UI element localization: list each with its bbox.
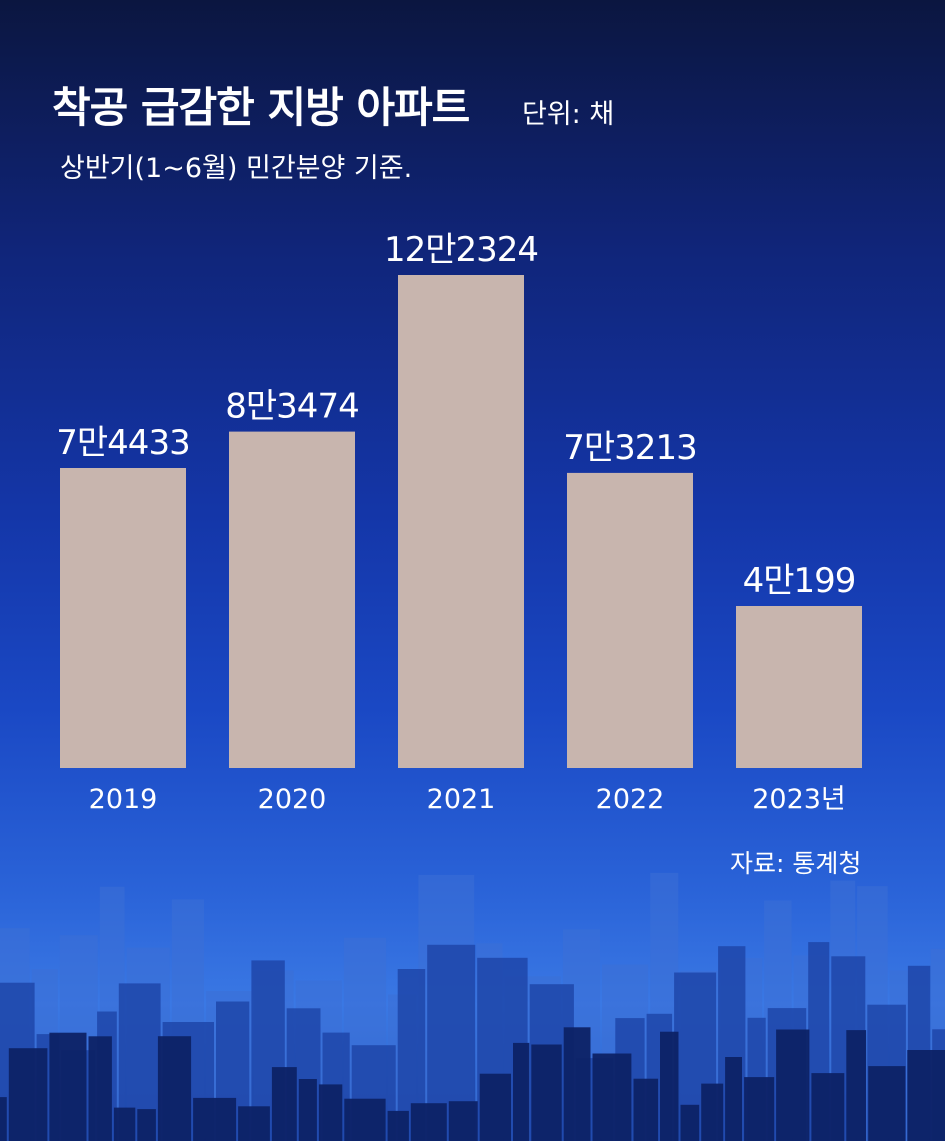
bar-2021 <box>398 275 524 768</box>
skyline-building <box>271 1067 297 1141</box>
data-label-2022: 7만3213 <box>563 428 696 468</box>
x-tick-label-2020: 2020 <box>258 784 327 815</box>
x-tick-label-2021: 2021 <box>427 784 496 815</box>
data-label-2019: 7만4433 <box>56 423 189 463</box>
skyline-building <box>344 1098 386 1141</box>
x-tick-label-2022: 2022 <box>596 784 665 815</box>
skyline-building <box>88 1036 112 1141</box>
data-label-2023년: 4만199 <box>743 561 856 601</box>
skyline-building <box>868 1066 906 1141</box>
skyline-building <box>633 1078 659 1141</box>
bar-2023년 <box>736 606 862 768</box>
skyline-building <box>238 1106 270 1141</box>
data-label-2021: 12만2324 <box>384 230 538 270</box>
skyline-building <box>157 1036 192 1141</box>
skyline-building <box>701 1083 724 1141</box>
skyline-building <box>479 1073 511 1141</box>
x-tick-label-2019: 2019 <box>89 784 158 815</box>
skyline-building <box>592 1053 632 1141</box>
skyline-building <box>113 1107 136 1141</box>
skyline-building <box>410 1103 447 1141</box>
skyline-building <box>298 1079 317 1141</box>
skyline-building <box>387 1110 409 1141</box>
skyline-building <box>744 1077 775 1141</box>
unit-label: 단위: 채 <box>522 99 615 130</box>
x-tick-label-2023년: 2023년 <box>752 784 846 815</box>
skyline-building <box>563 1027 591 1141</box>
bar-2020 <box>229 431 355 768</box>
skyline-building <box>725 1057 742 1141</box>
skyline-building <box>0 1097 7 1141</box>
skyline-building <box>846 1030 867 1141</box>
skyline-building <box>49 1032 87 1141</box>
chart-subtitle: 상반기(1~6월) 민간분양 기준. <box>60 153 413 184</box>
skyline-building <box>8 1048 48 1141</box>
source-note: 자료: 통계청 <box>730 849 862 878</box>
chart-title: 착공 급감한 지방 아파트 <box>52 83 470 132</box>
data-label-2020: 8만3474 <box>225 387 358 427</box>
skyline-building <box>660 1031 679 1141</box>
skyline-building <box>137 1109 156 1141</box>
skyline-building <box>811 1073 845 1141</box>
skyline-building <box>680 1104 700 1141</box>
skyline-building <box>448 1101 478 1141</box>
skyline-building <box>907 1050 945 1141</box>
skyline-building <box>193 1097 237 1141</box>
bar-2019 <box>60 468 186 768</box>
bar-2022 <box>567 472 693 768</box>
skyline-building <box>776 1029 810 1141</box>
skyline-building <box>531 1044 562 1141</box>
skyline-building <box>318 1084 343 1141</box>
skyline-building <box>513 1042 530 1141</box>
